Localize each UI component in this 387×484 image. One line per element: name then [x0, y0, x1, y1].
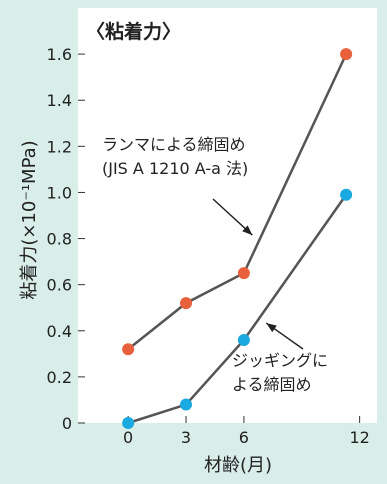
annotation-text: ランマによる締固め [102, 135, 246, 154]
series-line [127, 53, 348, 351]
y-tick-label: 1.6 [47, 45, 72, 64]
x-tick-label: 3 [181, 428, 191, 447]
annotation-text: (JIS A 1210 A-a 法) [102, 159, 248, 178]
y-axis-label: 粘着力(×10⁻¹MPa) [19, 140, 40, 299]
data-point [340, 48, 353, 61]
y-tick-label: 0.6 [47, 276, 72, 295]
series-layer [122, 48, 353, 429]
y-tick-label: 1.2 [47, 137, 72, 156]
annotation-text: よる締固め [232, 375, 312, 394]
y-tick-label: 1.4 [47, 91, 72, 110]
y-tick-label: 0.2 [47, 368, 72, 387]
x-tick-label: 6 [239, 428, 249, 447]
arrow-head [266, 323, 277, 333]
x-axis-ticks: 0 3 6 12 [123, 416, 370, 447]
data-point [122, 417, 135, 429]
data-point [237, 267, 250, 280]
data-point [122, 343, 135, 356]
annotation-text: ジッギングに [232, 351, 328, 370]
data-point [237, 334, 250, 346]
series-line [127, 194, 348, 425]
y-tick-label: 0.4 [47, 322, 72, 341]
x-tick-label: 0 [123, 428, 133, 447]
y-axis-ticks: 0 0.2 0.4 0.6 0.8 1.0 1.2 1.4 1.6 [47, 45, 85, 433]
data-point [180, 297, 193, 310]
y-tick-label: 1.0 [47, 183, 72, 202]
data-point [180, 398, 193, 411]
x-tick-label: 12 [349, 428, 369, 447]
y-tick-label: 0.8 [47, 230, 72, 249]
x-axis-label: 材齢(月) [204, 455, 272, 476]
arrow-head [242, 225, 253, 236]
data-point [340, 188, 353, 201]
chart-title: 〈粘着力〉 [86, 20, 181, 43]
y-tick-label: 0 [62, 414, 72, 433]
